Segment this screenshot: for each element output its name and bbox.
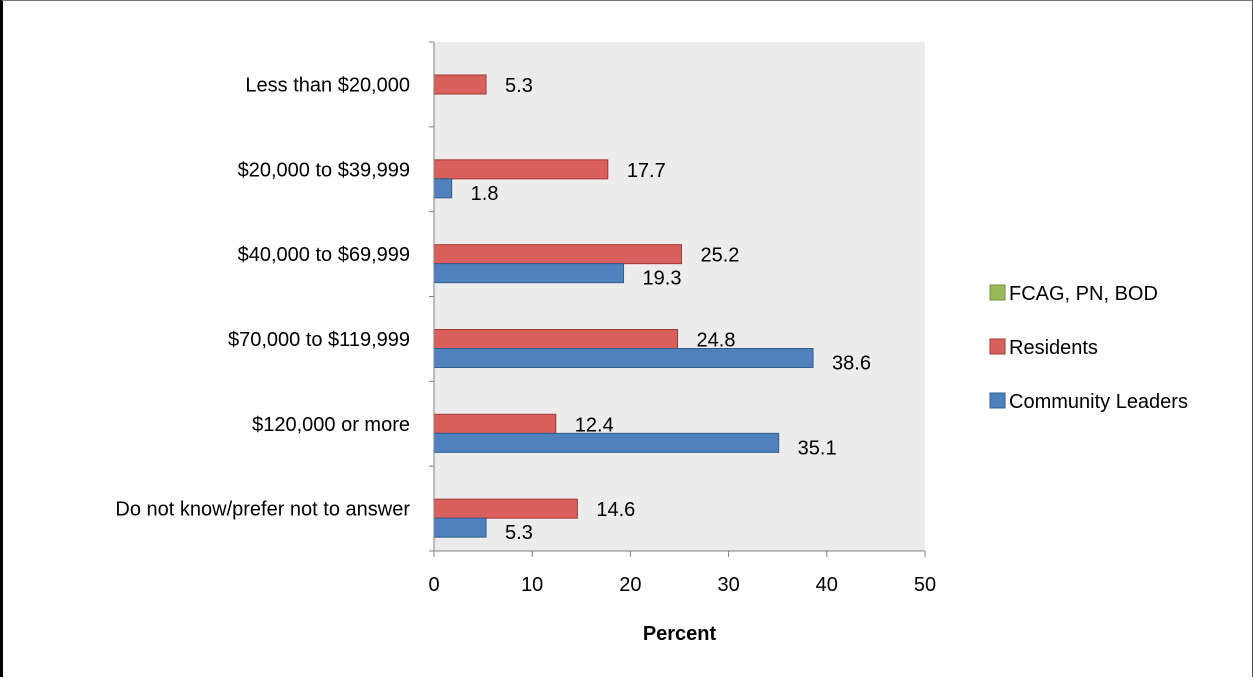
data-label-residents: 24.8 [697,330,736,352]
legend: FCAG, PN, BOD Residents Community Leaders [989,283,1188,413]
data-label-community-leaders: 19.3 [643,268,682,290]
legend-label: FCAG, PN, BOD [1009,283,1158,305]
x-tick-label: 40 [816,574,838,596]
legend-swatch [989,338,1006,355]
bar-community-leaders [433,432,780,453]
bar-community-leaders [433,178,453,199]
bar-residents [433,413,557,434]
bar-chart: 5.3 17.7 1.8 25.2 19.3 24.8 38.6 12.4 35.1 14.6 5.… [115,41,1188,645]
category-label: $20,000 to $39,999 [238,159,410,181]
x-tick-label: 20 [619,574,641,596]
x-tick-label: 30 [717,574,739,596]
bar-community-leaders [433,348,814,368]
bar-residents [433,244,682,265]
data-label-residents: 5.3 [505,75,533,97]
bar-residents [433,159,609,180]
category-label: $120,000 or more [252,414,410,436]
legend-label: Community Leaders [1009,391,1188,413]
data-label-residents: 12.4 [575,414,614,436]
x-tick-label: 0 [428,574,439,596]
category-label: Do not know/prefer not to answer [115,499,410,521]
data-label-community-leaders: 5.3 [505,522,533,544]
data-label-community-leaders: 1.8 [471,183,499,205]
plot-area [434,42,925,551]
x-tick-label: 10 [521,574,543,596]
x-tick-label: 50 [914,574,936,596]
category-label: $70,000 to $119,999 [228,329,410,351]
x-axis-title: Percent [643,623,717,645]
data-label-residents: 25.2 [700,245,739,267]
data-label-community-leaders: 38.6 [832,353,871,375]
bar-community-leaders [433,517,487,538]
category-label: $40,000 to $69,999 [238,244,410,266]
data-label-residents: 14.6 [596,499,635,521]
category-label: Less than $20,000 [245,74,410,96]
legend-swatch [989,284,1006,301]
legend-label: Residents [1009,337,1098,359]
bar-residents [433,498,578,519]
bar-residents [433,74,487,95]
legend-swatch [989,392,1006,409]
chart-axes: Less than $20,000 $20,000 to $39,999 $40,0… [115,41,936,596]
bar-community-leaders [433,263,625,284]
data-label-community-leaders: 35.1 [798,437,837,459]
data-label-residents: 17.7 [627,160,666,182]
chart-marks: 5.3 17.7 1.8 25.2 19.3 24.8 38.6 12.4 35.1 14.6 5.… [433,74,871,544]
bar-residents [433,329,679,349]
